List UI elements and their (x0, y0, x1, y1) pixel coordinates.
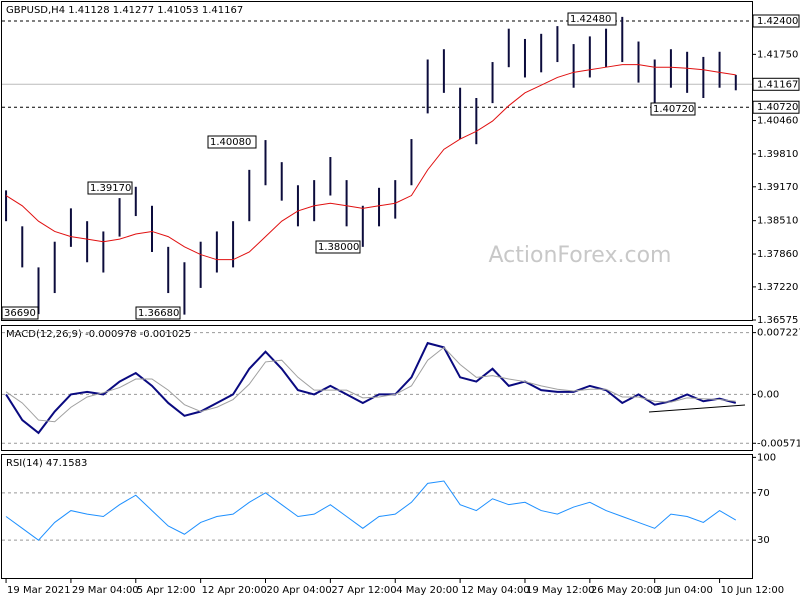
x-tick-label: 10 Jun 12:00 (721, 585, 785, 596)
series-line (5, 341, 737, 435)
rsi-panel (1, 454, 753, 579)
level-label: 1.40720 (757, 102, 798, 113)
annotation-box (650, 102, 696, 116)
annotation: 36690 (4, 308, 36, 319)
macd-panel (1, 325, 753, 451)
rsi-title: RSI(14) 47.1583 (6, 458, 87, 469)
y-tick-label: 1.37860 (757, 249, 798, 260)
series-line (5, 480, 737, 541)
y-tick-label: 70 (757, 488, 770, 499)
y-tick-label: 1.39810 (757, 149, 798, 160)
x-tick-label: 3 Jun 04:00 (656, 585, 713, 596)
y-tick-label: 1.41750 (757, 49, 798, 60)
annotation-box (315, 240, 361, 254)
x-tick-label: 20 Apr 04:00 (267, 585, 332, 596)
series-line (5, 346, 736, 423)
y-tick-label: 100 (757, 452, 776, 463)
macd-title: MACD(12,26,9) -0.000978 -0.001025 (6, 329, 191, 340)
x-tick-label: 12 May 04:00 (461, 585, 530, 596)
annotation: 1.36680 (138, 308, 179, 319)
annotation: 1.40720 (653, 104, 694, 115)
level-label-box (752, 14, 800, 28)
y-tick-label: 1.36575 (757, 315, 798, 326)
x-tick-label: 19 May 12:00 (526, 585, 595, 596)
x-tick-label: 4 May 20:00 (396, 585, 458, 596)
x-tick-label: 29 Mar 04:00 (72, 585, 139, 596)
annotation: 1.38000 (318, 242, 359, 253)
annotation: 1.39170 (90, 183, 131, 194)
annotation: 1.42480 (570, 14, 611, 25)
annotation-box (567, 12, 617, 26)
y-tick-label: 1.39170 (757, 182, 798, 193)
price-title: GBPUSD,H4 1.41128 1.41277 1.41053 1.4116… (6, 5, 243, 16)
y-tick-label: 30 (757, 535, 770, 546)
series-line (5, 64, 736, 261)
x-tick-label: 19 Mar 2021 (7, 585, 70, 596)
x-tick-label: 12 Apr 20:00 (202, 585, 267, 596)
level-label: 1.42400 (757, 16, 798, 27)
annotation: 1.40080 (210, 137, 251, 148)
y-tick-label: -0.005714 (757, 438, 800, 449)
last-price-box (752, 77, 800, 91)
y-tick-label: 1.38510 (757, 216, 798, 227)
y-tick-label: 1.40460 (757, 116, 798, 127)
last-price-label: 1.41167 (757, 79, 798, 90)
watermark: ActionForex.com (489, 243, 672, 268)
annotation-box (135, 306, 181, 320)
x-tick-label: 5 Apr 12:00 (137, 585, 196, 596)
x-tick-label: 26 May 20:00 (591, 585, 660, 596)
y-tick-label: 1.37220 (757, 282, 798, 293)
price-panel (1, 1, 753, 321)
level-label-box (752, 100, 800, 114)
y-tick-label: 0.007227 (757, 328, 800, 339)
annotation-box (87, 181, 133, 195)
y-tick-label: 0.00 (757, 389, 779, 400)
annotation-box (1, 306, 39, 320)
trend-line (648, 404, 746, 413)
x-tick-label: 27 Apr 12:00 (331, 585, 396, 596)
annotation-box (207, 135, 257, 149)
